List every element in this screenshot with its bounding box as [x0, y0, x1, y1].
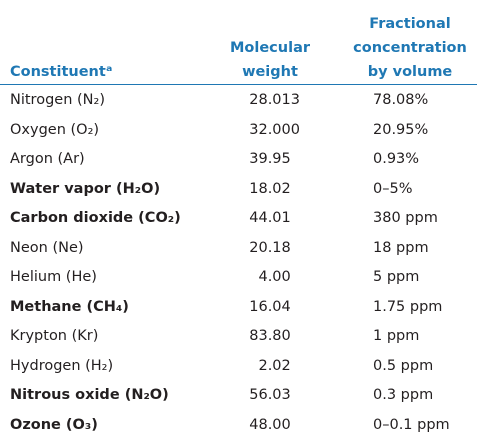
table-cell: 380 ppm [373, 204, 438, 234]
table-cell: 0–0.1 ppm [373, 411, 450, 440]
table-cell: 39.95 [200, 145, 300, 175]
table-cell: Methane (CH₄) [10, 293, 129, 323]
header-line: by volume [350, 60, 470, 84]
table-cell: 20.18 [200, 234, 300, 264]
table-cell: 28.013 [200, 86, 300, 116]
table-row: Water vapor (H₂O) 18.02 0–5% [0, 175, 477, 205]
table-row: Nitrous oxide (N₂O) 56.03 0.3 ppm [0, 381, 477, 411]
table-cell: Argon (Ar) [10, 145, 85, 175]
header-line: concentration [350, 36, 470, 60]
table-row: Carbon dioxide (CO₂) 44.01 380 ppm [0, 204, 477, 234]
table-cell: 48.00 [200, 411, 300, 440]
table-cell: 16.04 [200, 293, 300, 323]
table-row: Neon (Ne) 20.18 18 ppm [0, 234, 477, 264]
table-cell: 18.02 [200, 175, 300, 205]
header-line: weight [215, 60, 325, 84]
table-cell: 1 ppm [373, 322, 419, 352]
table-cell: Oxygen (O₂) [10, 116, 99, 146]
table-row: Helium (He) 4.00 5 ppm [0, 263, 477, 293]
header-rule [0, 84, 477, 85]
table-row: Ozone (O₃) 48.00 0–0.1 ppm [0, 411, 477, 440]
table-cell: Krypton (Kr) [10, 322, 98, 352]
table-cell: Water vapor (H₂O) [10, 175, 160, 205]
table-cell: Hydrogen (H₂) [10, 352, 113, 382]
table-row: Hydrogen (H₂) 2.02 0.5 ppm [0, 352, 477, 382]
table-cell: 0.5 ppm [373, 352, 433, 382]
table-row: Argon (Ar) 39.95 0.93% [0, 145, 477, 175]
table-cell: 1.75 ppm [373, 293, 442, 323]
table-cell: 78.08% [373, 86, 428, 116]
table-cell: 0–5% [373, 175, 412, 205]
table-row: Methane (CH₄) 16.04 1.75 ppm [0, 293, 477, 323]
table-row: Nitrogen (N₂) 28.013 78.08% [0, 86, 477, 116]
table-cell: 83.80 [200, 322, 300, 352]
table-cell: Carbon dioxide (CO₂) [10, 204, 181, 234]
column-header: Constituentᵃ [10, 8, 112, 84]
table-cell: 4.00 [200, 263, 300, 293]
table-cell: 5 ppm [373, 263, 419, 293]
table-cell: 56.03 [200, 381, 300, 411]
table-cell: Nitrous oxide (N₂O) [10, 381, 169, 411]
table-cell: 44.01 [200, 204, 300, 234]
table-cell: 2.02 [200, 352, 300, 382]
table-cell: Neon (Ne) [10, 234, 84, 264]
table-cell: Nitrogen (N₂) [10, 86, 105, 116]
table-cell: 18 ppm [373, 234, 429, 264]
table-cell: 32.000 [200, 116, 300, 146]
header-line: Molecular [215, 36, 325, 60]
table-row: Krypton (Kr) 83.80 1 ppm [0, 322, 477, 352]
table-cell: 20.95% [373, 116, 428, 146]
header-line: Constituentᵃ [10, 60, 112, 84]
table-cell: Helium (He) [10, 263, 97, 293]
table-cell: 0.3 ppm [373, 381, 433, 411]
table-row: Oxygen (O₂) 32.000 20.95% [0, 116, 477, 146]
table-cell: Ozone (O₃) [10, 411, 98, 440]
header-line: Fractional [350, 12, 470, 36]
table-cell: 0.93% [373, 145, 419, 175]
